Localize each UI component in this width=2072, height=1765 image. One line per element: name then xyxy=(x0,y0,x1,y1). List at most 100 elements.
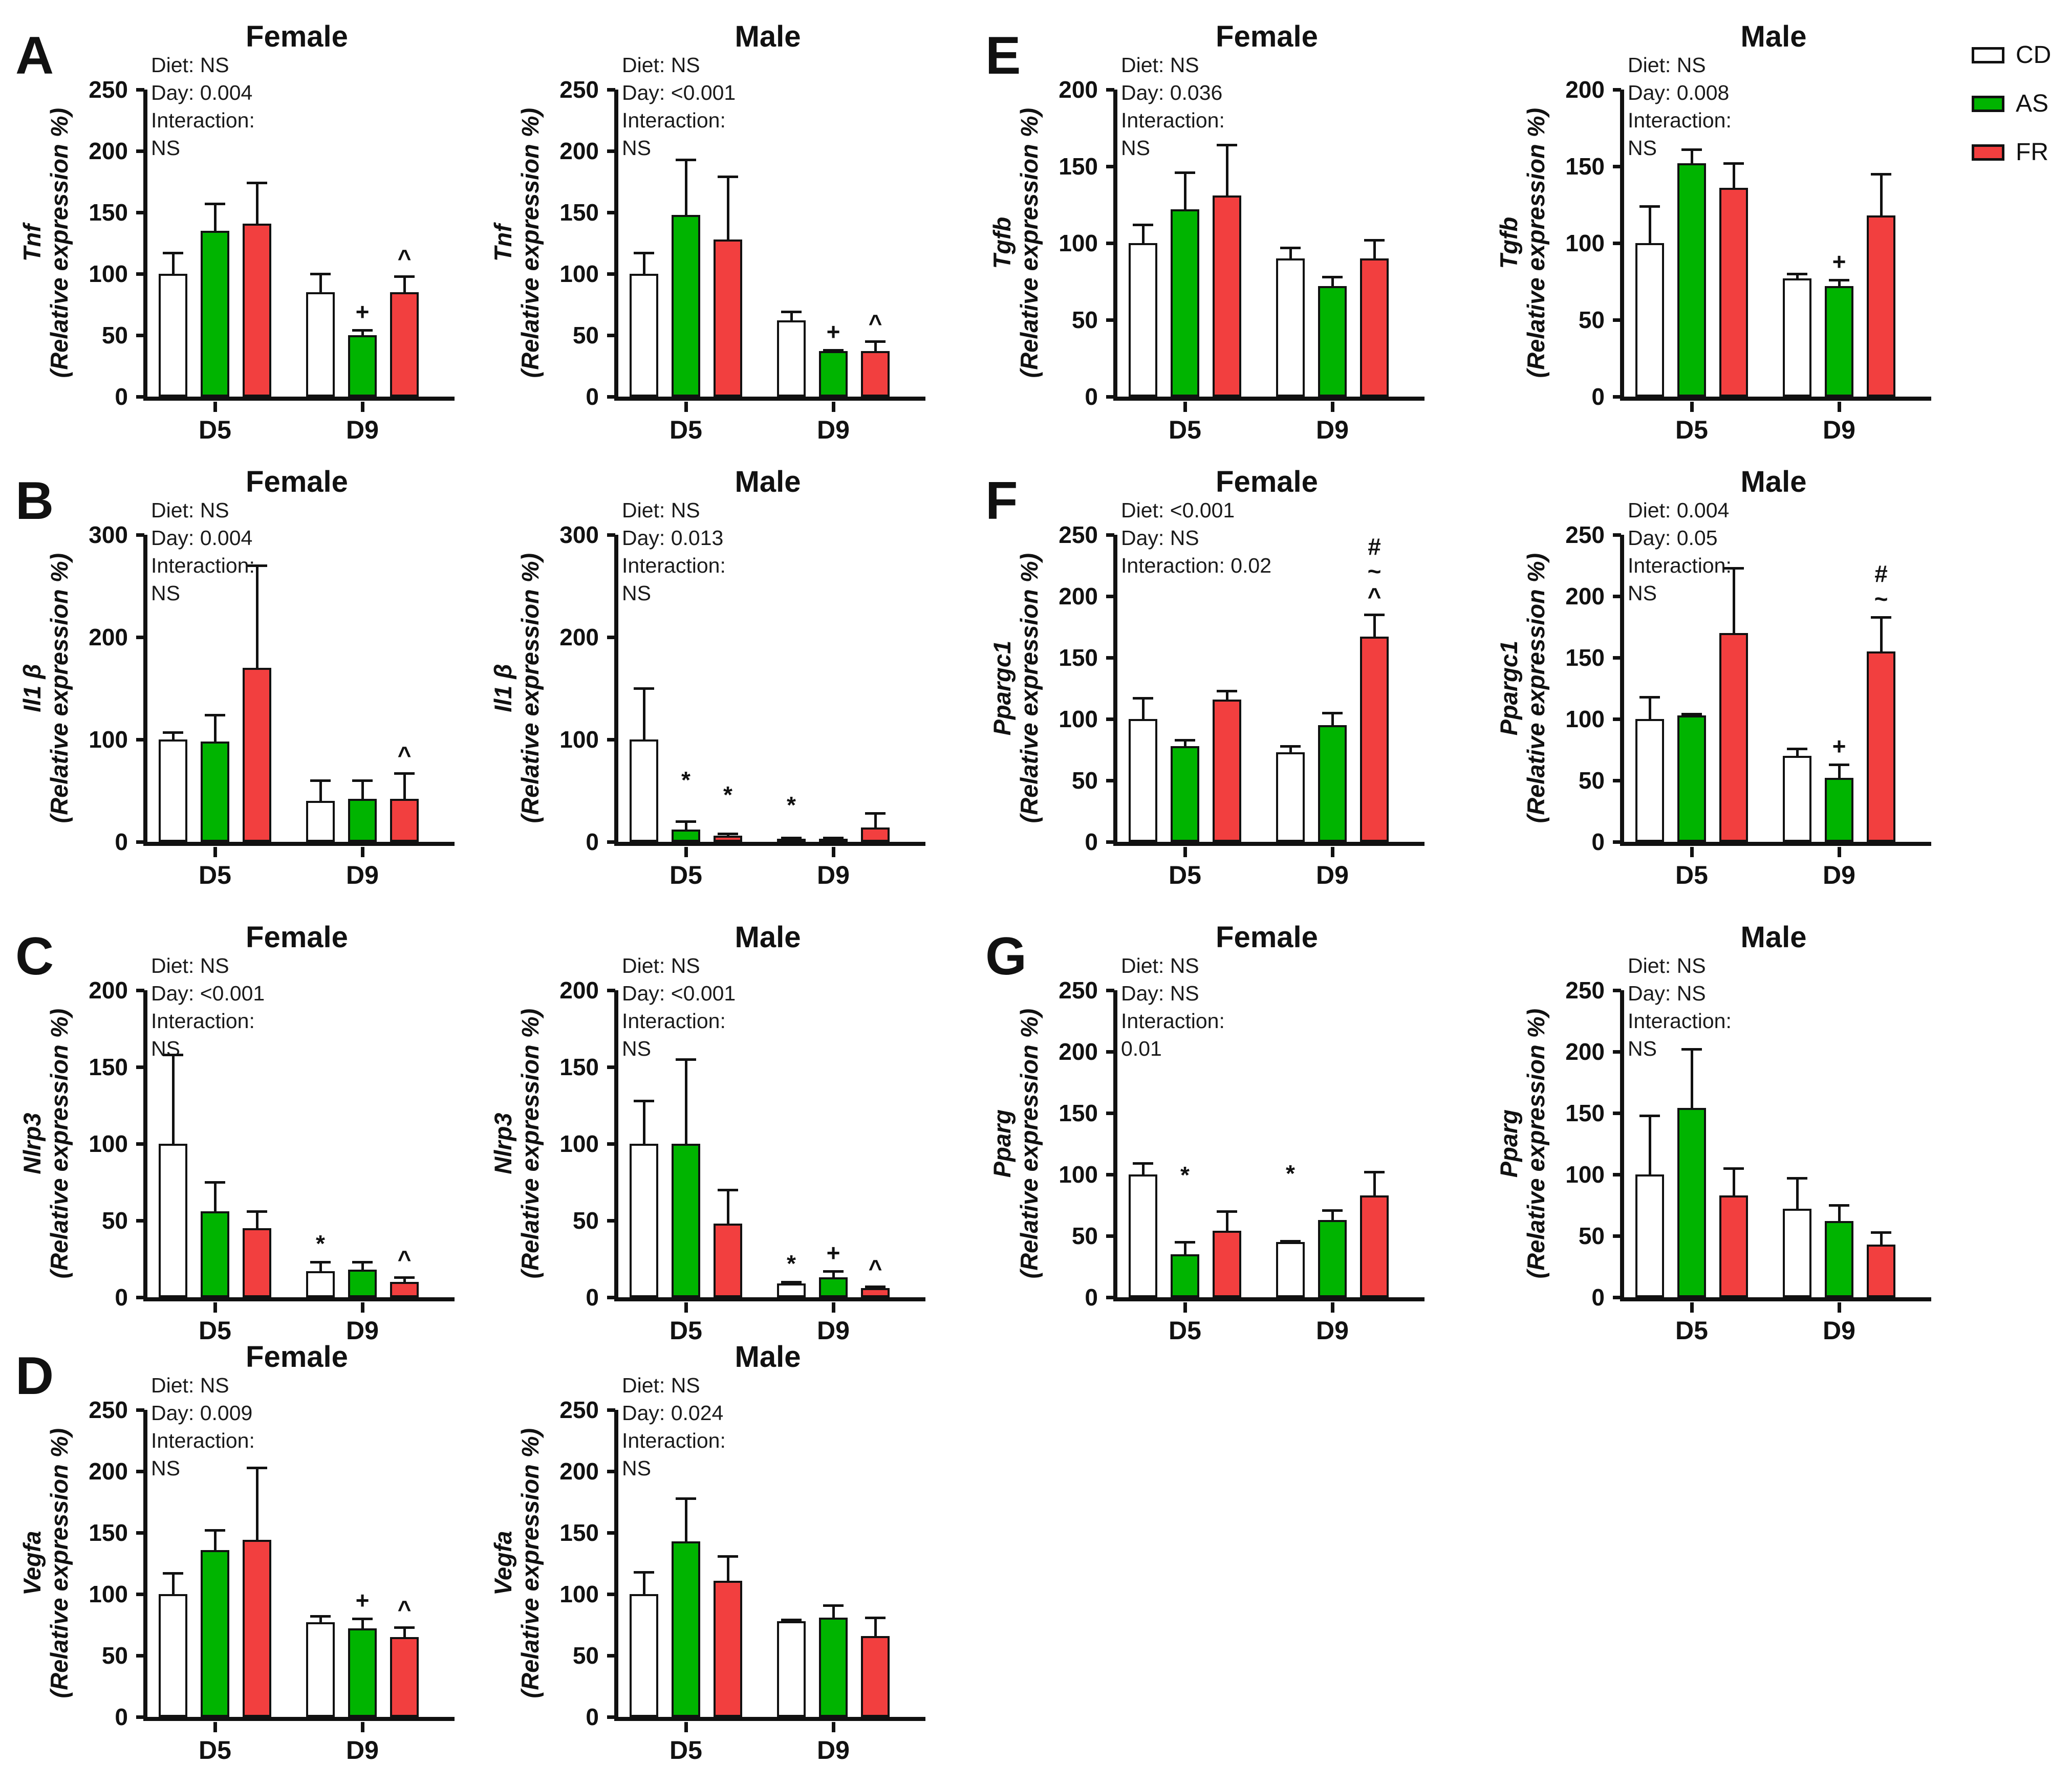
bar-CD-D5 xyxy=(630,739,658,842)
y-tick xyxy=(607,395,615,399)
y-tick-label: 0 xyxy=(1591,1284,1605,1311)
error-bar xyxy=(1838,280,1841,286)
bar-AS-D9 xyxy=(348,799,377,842)
y-tick xyxy=(136,395,144,399)
error-bar xyxy=(1141,1163,1145,1174)
y-tick xyxy=(136,1065,144,1069)
bar-CD-D9 xyxy=(306,292,335,397)
bar-AS-D9 xyxy=(348,1270,377,1297)
plot-area xyxy=(1620,90,1931,401)
error-bar xyxy=(1880,174,1883,215)
x-tick xyxy=(1690,847,1694,857)
y-tick xyxy=(1613,242,1621,245)
error-bar xyxy=(171,1055,175,1144)
error-bar-cap xyxy=(718,833,738,835)
bar-CD-D5 xyxy=(159,739,187,842)
x-category-label: D9 xyxy=(346,1736,379,1764)
y-axis-label: Pparg (Relative expression %) xyxy=(1482,990,1564,1297)
bar-CD-D5 xyxy=(1635,243,1664,397)
error-bar xyxy=(1183,1242,1186,1254)
bar-CD-D5 xyxy=(1129,1174,1157,1297)
y-tick xyxy=(1106,1234,1114,1238)
error-bar xyxy=(213,204,217,231)
bar-CD-D9 xyxy=(777,320,806,397)
error-bar xyxy=(403,1627,406,1637)
error-bar-cap xyxy=(1322,276,1343,278)
significance-marker: * xyxy=(787,1250,796,1277)
error-bar-cap xyxy=(247,1466,267,1469)
y-tick-label: 150 xyxy=(1059,644,1098,671)
bar-FR-D5 xyxy=(243,1228,271,1297)
y-tick xyxy=(136,334,144,337)
y-tick-label: 100 xyxy=(559,1130,599,1157)
chart-title: Female xyxy=(246,20,348,53)
bar-AS-D5 xyxy=(672,1541,700,1717)
error-bar-cap xyxy=(1364,239,1385,242)
y-tick xyxy=(136,1296,144,1299)
bar-CD-D9 xyxy=(1783,278,1811,397)
chart-title: Male xyxy=(1740,20,1807,53)
panel-letter: A xyxy=(15,26,54,85)
y-tick-label: 50 xyxy=(101,1207,128,1234)
error-bar-cap xyxy=(394,275,415,278)
gene-name: Ppargc1 xyxy=(1495,641,1523,736)
x-tick xyxy=(832,1302,835,1313)
error-bar xyxy=(726,1556,729,1581)
error-bar-cap xyxy=(781,1281,802,1283)
chart-E-female: E Female Diet: NS Day: 0.036 Interaction: … xyxy=(970,0,1456,444)
error-bar-cap xyxy=(1681,148,1702,151)
x-tick xyxy=(832,1722,835,1732)
error-bar-cap xyxy=(1364,1171,1385,1174)
y-tick xyxy=(607,636,615,639)
y-tick xyxy=(607,334,615,337)
significance-marker: + xyxy=(1832,732,1846,759)
y-tick-label: 200 xyxy=(559,624,599,650)
x-tick xyxy=(1331,402,1334,412)
bar-CD-D9 xyxy=(306,1271,335,1297)
error-bar-cap xyxy=(1217,144,1237,146)
y-tick-label: 200 xyxy=(559,977,599,1004)
error-bar xyxy=(255,1211,258,1228)
error-bar-cap xyxy=(865,1285,886,1288)
x-category-label: D5 xyxy=(670,416,702,444)
x-category-label: D9 xyxy=(1316,861,1349,889)
y-tick-label: 100 xyxy=(89,260,128,287)
error-bar xyxy=(874,341,877,352)
bar-AS-D5 xyxy=(201,1211,229,1297)
bar-AS-D5 xyxy=(201,231,229,397)
y-tick-label: 150 xyxy=(559,199,599,226)
error-bar-cap xyxy=(676,820,696,823)
y-tick-label: 50 xyxy=(572,322,599,348)
error-bar xyxy=(684,1498,687,1541)
y-tick-label: 50 xyxy=(1071,767,1098,794)
y-tick-label: 0 xyxy=(1085,829,1098,855)
error-bar-cap xyxy=(634,252,654,255)
x-category-label: D5 xyxy=(1675,861,1708,889)
bar-FR-D5 xyxy=(1719,1195,1748,1297)
error-bar xyxy=(1373,1172,1376,1195)
y-tick-label: 0 xyxy=(115,383,128,410)
x-tick xyxy=(213,402,217,412)
error-bar-cap xyxy=(1175,171,1195,174)
x-category-label: D9 xyxy=(346,861,379,889)
error-bar xyxy=(726,177,729,239)
x-category-label: D9 xyxy=(1316,1316,1349,1345)
y-tick-label: 0 xyxy=(1591,829,1605,855)
chart-title: Female xyxy=(1216,921,1318,954)
error-bar-cap xyxy=(1723,566,1744,570)
error-bar-cap xyxy=(823,348,844,352)
error-bar xyxy=(642,253,645,274)
bar-CD-D5 xyxy=(630,1594,658,1717)
error-bar-cap xyxy=(634,1100,654,1102)
y-tick xyxy=(1106,1112,1114,1115)
error-bar xyxy=(1648,696,1651,719)
error-bar-cap xyxy=(1322,1209,1343,1212)
plot-area xyxy=(1620,990,1931,1301)
y-tick-label: 50 xyxy=(572,1207,599,1234)
gene-name: Il1 β xyxy=(489,664,517,713)
error-bar-cap xyxy=(1133,224,1153,226)
legend-item-as: AS xyxy=(1972,90,2051,118)
significance-marker: * xyxy=(1180,1161,1190,1188)
gene-name: Pparg xyxy=(988,1109,1016,1178)
bar-CD-D9 xyxy=(777,1621,806,1717)
